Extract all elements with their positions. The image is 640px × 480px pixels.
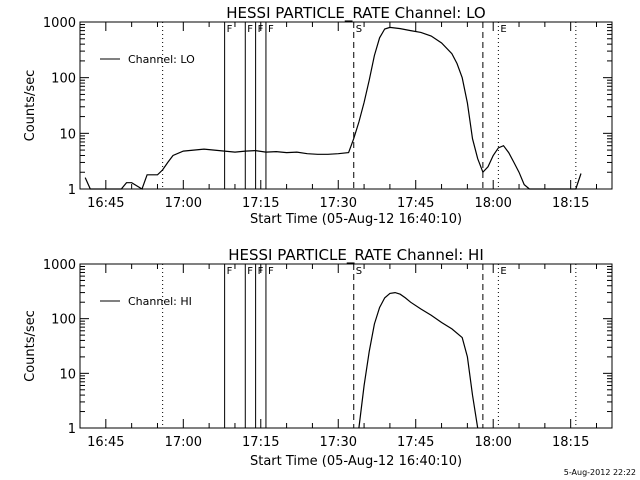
chart-title: HESSI PARTICLE_RATE Channel: HI [228,246,484,265]
footer-timestamp: 5-Aug-2012 22:22 [564,468,636,477]
event-marker-label: F [247,24,253,35]
x-axis-label: Start Time (05-Aug-12 16:40:10) [250,454,462,469]
event-marker-label: F [268,24,274,35]
event-marker-label: F [247,266,253,277]
x-tick-label: 16:45 [87,435,124,450]
series-line [84,26,582,190]
event-marker-label: S [356,24,362,35]
chart-title: HESSI PARTICLE_RATE Channel: LO [226,4,485,23]
lo-channel-panel: HESSI PARTICLE_RATE Channel: LO Start Tim… [23,4,613,227]
event-marker-label: F [258,24,264,35]
x-tick-label: 17:15 [242,435,279,450]
x-axis-label: Start Time (05-Aug-12 16:40:10) [250,212,462,227]
legend-entry: Channel: HI [128,295,192,308]
x-tick-label: 18:15 [552,435,589,450]
event-marker-label: F [227,266,233,277]
y-axis-label: Counts/sec [23,70,38,142]
y-tick-label: 1000 [43,258,76,273]
x-tick-label: 18:15 [552,196,589,211]
legend-entry: Channel: LO [128,53,195,66]
y-tick-label: 1 [68,422,76,437]
legend: Channel: LO [100,53,195,66]
event-marker-label: F [227,24,233,35]
plot-frame [79,21,613,190]
y-axis-label: Counts/sec [23,310,38,382]
y-tick-label: 100 [51,72,76,87]
x-tick-label: 17:45 [397,196,434,211]
event-marker-label: F [268,266,274,277]
x-tick-label: 17:00 [165,196,202,211]
hi-channel-panel: HESSI PARTICLE_RATE Channel: HI Start Tim… [23,246,613,469]
x-tick-label: 17:15 [242,196,279,211]
event-marker-label: E [500,24,506,35]
x-tick-label: 17:30 [320,435,357,450]
event-marker-label: E [500,266,506,277]
legend: Channel: HI [100,295,192,308]
x-tick-label: 18:00 [474,196,511,211]
y-tick-label: 1000 [43,16,76,31]
event-marker-label: S [356,266,362,277]
y-tick-label: 10 [59,127,76,142]
x-tick-label: 17:45 [397,435,434,450]
y-tick-label: 100 [51,313,76,328]
series-line [358,291,479,429]
x-tick-label: 16:45 [87,196,124,211]
x-tick-label: 18:00 [474,435,511,450]
x-tick-label: 17:30 [320,196,357,211]
plot-frame [79,263,613,429]
event-marker-label: F [258,266,264,277]
y-tick-label: 1 [68,183,76,198]
y-tick-label: 10 [59,367,76,382]
x-tick-label: 17:00 [165,435,202,450]
